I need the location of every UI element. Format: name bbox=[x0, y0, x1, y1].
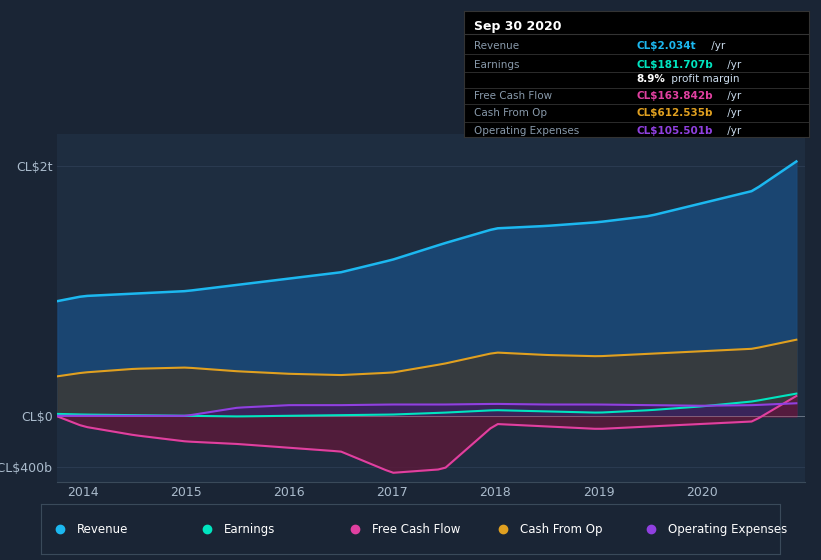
Text: Revenue: Revenue bbox=[475, 41, 520, 52]
Text: Free Cash Flow: Free Cash Flow bbox=[372, 522, 461, 536]
Text: Sep 30 2020: Sep 30 2020 bbox=[475, 20, 562, 33]
Text: Earnings: Earnings bbox=[475, 60, 520, 71]
Text: Cash From Op: Cash From Op bbox=[475, 108, 548, 118]
Text: Operating Expenses: Operating Expenses bbox=[667, 522, 787, 536]
Text: CL$2.034t: CL$2.034t bbox=[636, 41, 696, 52]
Text: /yr: /yr bbox=[723, 126, 741, 136]
Text: Earnings: Earnings bbox=[224, 522, 276, 536]
Text: Revenue: Revenue bbox=[76, 522, 128, 536]
Text: /yr: /yr bbox=[723, 108, 741, 118]
Text: /yr: /yr bbox=[723, 60, 741, 71]
Text: /yr: /yr bbox=[708, 41, 725, 52]
Text: Operating Expenses: Operating Expenses bbox=[475, 126, 580, 136]
Text: CL$105.501b: CL$105.501b bbox=[636, 126, 713, 136]
Text: CL$163.842b: CL$163.842b bbox=[636, 91, 713, 101]
Text: CL$181.707b: CL$181.707b bbox=[636, 60, 713, 71]
Text: profit margin: profit margin bbox=[668, 74, 740, 84]
Text: 8.9%: 8.9% bbox=[636, 74, 665, 84]
Text: Cash From Op: Cash From Op bbox=[520, 522, 603, 536]
Text: CL$612.535b: CL$612.535b bbox=[636, 108, 713, 118]
Text: Free Cash Flow: Free Cash Flow bbox=[475, 91, 553, 101]
Text: /yr: /yr bbox=[723, 91, 741, 101]
